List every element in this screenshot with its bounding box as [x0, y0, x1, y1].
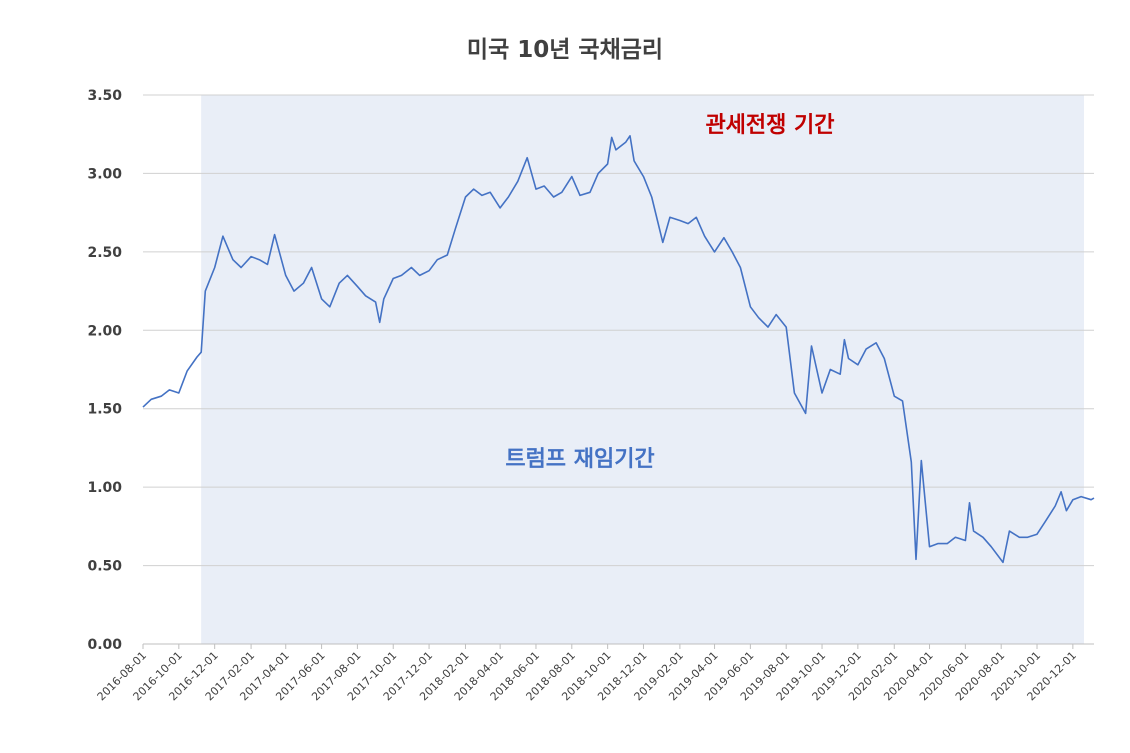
- y-tick-label: 3.50: [87, 88, 122, 104]
- y-tick-label: 0.50: [87, 559, 122, 575]
- y-tick-label: 2.50: [87, 245, 122, 261]
- y-tick-label: 2.00: [87, 323, 122, 339]
- y-tick-label: 1.00: [87, 480, 122, 496]
- trump-term-annotation: 트럼프 재임기간: [505, 447, 654, 472]
- tariff-war-annotation: 관세전쟁 기간: [705, 113, 834, 138]
- y-tick-label: 3.00: [87, 166, 122, 182]
- y-axis-tick-labels: 0.00 0.50 1.00 1.50 2.00 2.50 3.00 3.50: [87, 88, 122, 653]
- y-tick-label: 0.00: [87, 637, 122, 653]
- trump-term-shaded-region: [201, 95, 1084, 644]
- y-tick-label: 1.50: [87, 402, 122, 418]
- x-axis-tick-labels: 2016-08-012016-10-012016-12-012017-02-01…: [95, 644, 1079, 703]
